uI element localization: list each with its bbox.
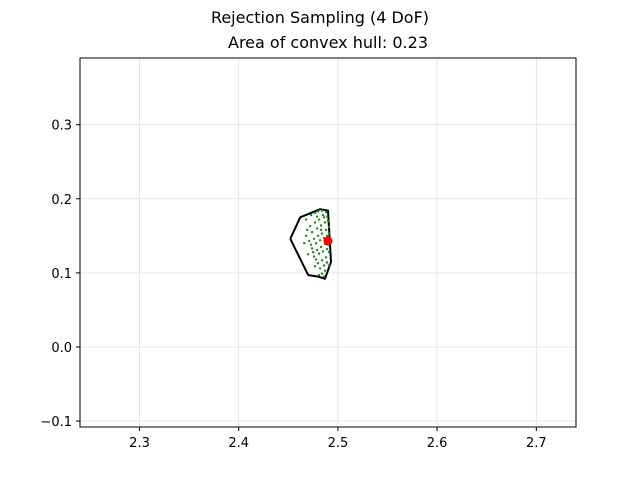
sample-point xyxy=(315,248,319,252)
hull-layer xyxy=(289,208,332,280)
sample-point xyxy=(313,221,317,224)
sample-point xyxy=(305,228,309,232)
sample-point xyxy=(320,232,324,235)
x-tick-label: 2.7 xyxy=(526,436,547,451)
sample-point xyxy=(325,234,329,238)
sample-point xyxy=(317,252,321,255)
sample-point xyxy=(325,247,329,251)
y-tick-label: 0.2 xyxy=(51,193,72,208)
sample-point xyxy=(304,218,308,221)
x-tick-label: 2.3 xyxy=(129,436,150,451)
y-tick-label: 0.3 xyxy=(51,119,72,134)
sample-point xyxy=(320,209,324,212)
sample-point xyxy=(320,259,324,262)
sample-point xyxy=(323,221,327,224)
sample-point xyxy=(327,232,331,235)
sample-point xyxy=(327,264,331,267)
sample-point xyxy=(327,250,331,254)
sample-point xyxy=(316,234,320,238)
sample-point xyxy=(312,237,316,240)
sample-point xyxy=(320,272,324,275)
y-tick-label: 0.1 xyxy=(51,267,72,282)
sample-point xyxy=(309,213,313,217)
sample-point xyxy=(313,265,317,268)
sample-point xyxy=(322,275,326,278)
sample-point xyxy=(315,215,319,218)
sample-point xyxy=(302,242,306,245)
sample-point xyxy=(316,262,320,265)
ticks-layer: 2.3 2.4 2.5 2.6 2.7 −0.1 0.0 0.1 0.2 0.3 xyxy=(40,119,546,451)
samples-layer xyxy=(302,209,332,278)
sample-point xyxy=(322,216,326,219)
sample-point xyxy=(326,219,330,223)
sample-point xyxy=(310,230,314,234)
sample-point xyxy=(325,261,329,264)
reference-point xyxy=(323,236,333,246)
sample-point xyxy=(314,242,318,245)
sample-point xyxy=(317,218,321,221)
plot-frame xyxy=(79,57,577,428)
chart-title: Rejection Sampling (4 DoF) xyxy=(211,8,429,27)
x-tick-label: 2.5 xyxy=(328,436,349,451)
sample-point xyxy=(311,250,315,254)
sample-point xyxy=(317,273,321,277)
chart-subtitle: Area of convex hull: 0.23 xyxy=(228,33,428,52)
sample-point xyxy=(322,264,326,267)
reference-layer xyxy=(323,236,333,246)
convex-hull-outline xyxy=(289,208,332,280)
sample-point xyxy=(319,228,323,232)
sample-point xyxy=(319,224,323,227)
sample-point xyxy=(323,269,327,272)
x-tick-label: 2.4 xyxy=(228,436,249,451)
sample-point xyxy=(324,228,328,232)
sample-point xyxy=(307,239,311,243)
sample-point xyxy=(325,215,329,218)
y-tick-label: 0.0 xyxy=(51,341,72,356)
sample-point xyxy=(309,243,313,246)
sample-point xyxy=(324,256,328,259)
sample-point xyxy=(318,267,322,270)
sample-point xyxy=(310,247,314,250)
sample-point xyxy=(318,239,322,242)
sample-point xyxy=(304,234,308,238)
sample-point xyxy=(314,258,318,261)
sample-point xyxy=(319,245,323,249)
x-tick-label: 2.6 xyxy=(427,436,448,451)
sample-point xyxy=(306,253,310,256)
sample-point xyxy=(324,210,328,214)
sample-point xyxy=(321,250,325,253)
y-tick-label: −0.1 xyxy=(40,415,72,430)
sample-point xyxy=(321,213,325,217)
sample-point xyxy=(312,255,316,258)
sample-point xyxy=(313,211,317,215)
sample-point xyxy=(316,210,320,213)
sample-point xyxy=(315,227,319,230)
sample-point xyxy=(308,224,312,228)
sample-point xyxy=(327,225,331,229)
